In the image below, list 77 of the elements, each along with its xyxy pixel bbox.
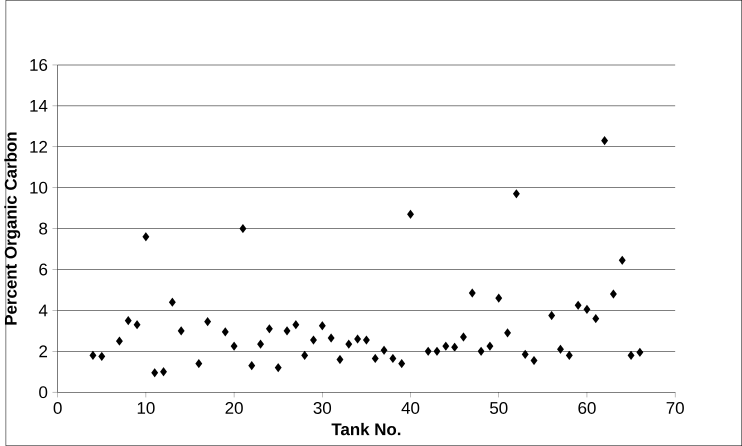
- point: [380, 346, 388, 355]
- point: [601, 136, 608, 146]
- point: [301, 350, 308, 360]
- point: [195, 359, 202, 368]
- y-tick-label: 4: [38, 304, 48, 316]
- point: [160, 367, 167, 376]
- y-tick-label: 14: [30, 100, 48, 112]
- point: [266, 324, 273, 334]
- y-tick-label: 0: [39, 386, 48, 398]
- point: [178, 326, 185, 336]
- point: [557, 344, 564, 354]
- point: [142, 232, 150, 242]
- point: [478, 346, 484, 356]
- point: [230, 342, 238, 351]
- point: [424, 346, 432, 356]
- point: [168, 298, 176, 307]
- point: [124, 316, 132, 326]
- point: [504, 328, 511, 338]
- point: [584, 304, 590, 314]
- point: [460, 332, 467, 342]
- point: [468, 288, 476, 298]
- point: [354, 334, 361, 344]
- point: [134, 320, 140, 330]
- point: [513, 189, 520, 198]
- point: [618, 256, 626, 265]
- x-tick-label: 10: [138, 402, 155, 414]
- y-tick-label: 12: [30, 140, 48, 153]
- point: [398, 359, 406, 368]
- x-tick-label: 50: [490, 402, 508, 414]
- point: [566, 350, 573, 360]
- point: [222, 327, 229, 336]
- point: [345, 340, 352, 349]
- point: [204, 317, 212, 326]
- y-tick-label: 16: [30, 58, 48, 71]
- point: [363, 336, 370, 344]
- y-tick-label: 8: [39, 222, 48, 235]
- point: [372, 354, 379, 363]
- x-tick-label: 70: [666, 402, 684, 414]
- point: [636, 348, 644, 357]
- y-axis-title: Percent Organic Carbon: [4, 132, 20, 325]
- x-tick-label: 20: [226, 402, 243, 414]
- point: [592, 314, 600, 323]
- point: [442, 342, 450, 351]
- point: [98, 352, 106, 361]
- point: [151, 368, 158, 378]
- point: [284, 326, 290, 336]
- point: [328, 334, 335, 342]
- point: [390, 354, 396, 363]
- point: [434, 346, 440, 356]
- y-tick-label: 6: [39, 263, 48, 276]
- point: [90, 350, 96, 360]
- point: [530, 356, 538, 365]
- x-tick-label: 60: [578, 402, 596, 414]
- point: [274, 363, 282, 372]
- point: [248, 361, 256, 370]
- point: [310, 336, 317, 344]
- point: [292, 320, 300, 330]
- point: [116, 336, 123, 346]
- x-tick-label: 40: [402, 402, 420, 414]
- point: [610, 290, 617, 298]
- point: [336, 355, 344, 364]
- point: [257, 340, 264, 349]
- point: [240, 224, 246, 233]
- point: [486, 342, 494, 351]
- x-axis-title: Tank No.: [332, 422, 400, 436]
- y-tick-label: 10: [30, 182, 48, 194]
- x-tick-label: 0: [54, 402, 62, 414]
- point: [451, 342, 458, 352]
- x-tick-label: 30: [314, 402, 332, 414]
- y-tick-label: 2: [39, 345, 48, 358]
- point: [628, 350, 634, 360]
- point: [495, 294, 502, 303]
- point: [522, 350, 529, 359]
- point: [407, 210, 414, 219]
- point: [318, 321, 326, 330]
- point: [574, 300, 582, 310]
- point: [548, 311, 556, 320]
